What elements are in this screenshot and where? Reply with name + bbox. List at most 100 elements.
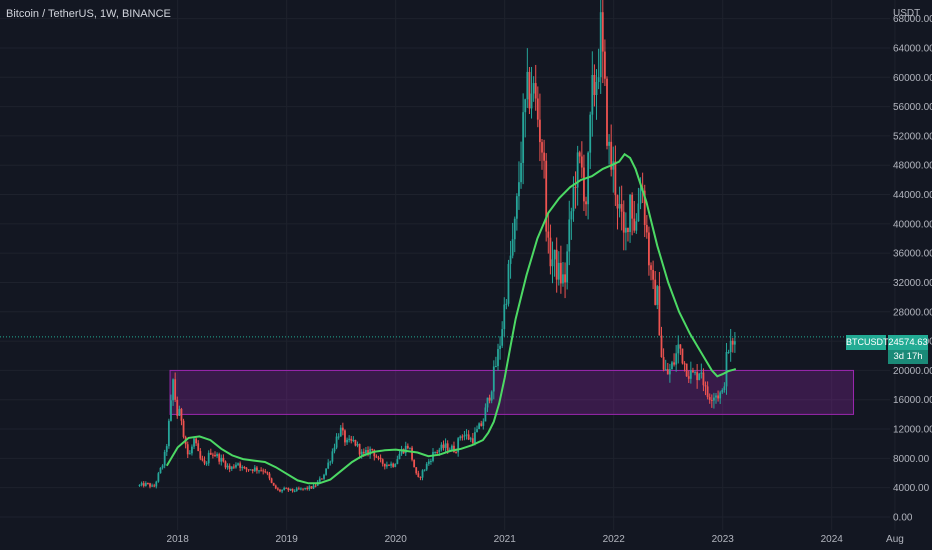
candle-body[interactable] xyxy=(599,12,602,78)
candle-body[interactable] xyxy=(603,51,606,79)
candle-body[interactable] xyxy=(461,436,464,438)
candle-body[interactable] xyxy=(499,345,501,350)
candle-body[interactable] xyxy=(522,112,525,163)
candle-body[interactable] xyxy=(585,201,587,205)
candle-body[interactable] xyxy=(490,391,493,401)
candle-body[interactable] xyxy=(474,432,476,444)
candle-body[interactable] xyxy=(144,482,147,486)
candle-body[interactable] xyxy=(476,429,478,433)
candle-body[interactable] xyxy=(369,448,372,455)
candle-body[interactable] xyxy=(658,286,661,336)
candle-body[interactable] xyxy=(419,476,422,478)
candle-body[interactable] xyxy=(660,335,663,358)
candle-body[interactable] xyxy=(616,195,619,209)
candle-body[interactable] xyxy=(346,439,348,443)
candle-body[interactable] xyxy=(637,203,640,222)
candle-body[interactable] xyxy=(138,484,141,486)
candle-body[interactable] xyxy=(505,303,508,305)
candle-body[interactable] xyxy=(662,357,665,370)
candle-body[interactable] xyxy=(385,464,388,467)
candle-body[interactable] xyxy=(727,352,730,354)
candle-body[interactable] xyxy=(484,407,487,422)
candle-body[interactable] xyxy=(371,448,374,451)
candle-body[interactable] xyxy=(262,470,265,472)
candle-body[interactable] xyxy=(297,488,300,490)
candle-body[interactable] xyxy=(329,461,332,463)
candle-body[interactable] xyxy=(583,167,585,202)
candle-body[interactable] xyxy=(318,478,321,482)
candle-body[interactable] xyxy=(541,142,543,153)
candle-body[interactable] xyxy=(170,400,172,421)
candle-body[interactable] xyxy=(453,445,455,453)
candle-body[interactable] xyxy=(717,395,719,399)
candle-body[interactable] xyxy=(312,485,315,489)
candle-body[interactable] xyxy=(276,488,279,490)
candle-body[interactable] xyxy=(614,161,617,196)
candle-body[interactable] xyxy=(411,447,413,460)
candle-body[interactable] xyxy=(610,141,613,170)
candle-body[interactable] xyxy=(666,369,669,375)
candle-body[interactable] xyxy=(648,232,650,266)
candle-body[interactable] xyxy=(163,451,166,466)
candle-body[interactable] xyxy=(216,454,218,457)
candle-body[interactable] xyxy=(572,186,575,212)
moving-average-line[interactable] xyxy=(165,152,737,485)
candle-body[interactable] xyxy=(635,221,638,231)
candle-body[interactable] xyxy=(698,373,701,381)
candle-body[interactable] xyxy=(450,445,453,450)
candle-body[interactable] xyxy=(430,460,432,462)
candle-body[interactable] xyxy=(266,472,269,474)
candle-body[interactable] xyxy=(532,83,535,94)
candle-body[interactable] xyxy=(501,329,504,346)
candle-body[interactable] xyxy=(331,451,334,462)
candle-body[interactable] xyxy=(256,467,258,471)
candle-body[interactable] xyxy=(677,344,680,354)
candle-body[interactable] xyxy=(241,467,244,469)
candle-body[interactable] xyxy=(511,239,514,256)
candle-body[interactable] xyxy=(251,469,254,471)
candle-body[interactable] xyxy=(335,436,338,448)
candle-body[interactable] xyxy=(193,438,195,447)
candle-body[interactable] xyxy=(381,459,384,464)
candle-body[interactable] xyxy=(629,194,631,233)
candle-body[interactable] xyxy=(486,397,489,408)
candle-body[interactable] xyxy=(568,219,571,252)
candle-body[interactable] xyxy=(465,434,468,436)
candle-body[interactable] xyxy=(681,348,684,364)
candle-body[interactable] xyxy=(199,451,202,459)
candle-body[interactable] xyxy=(687,376,690,379)
candle-body[interactable] xyxy=(207,452,210,464)
candle-body[interactable] xyxy=(549,237,552,267)
candle-body[interactable] xyxy=(157,473,160,482)
candle-body[interactable] xyxy=(545,160,548,232)
candle-body[interactable] xyxy=(295,488,298,491)
candle-body[interactable] xyxy=(729,340,732,353)
candle-body[interactable] xyxy=(344,430,346,443)
candle-body[interactable] xyxy=(140,483,143,485)
candle-body[interactable] xyxy=(423,469,426,471)
candle-body[interactable] xyxy=(235,464,237,468)
candle-body[interactable] xyxy=(606,78,608,146)
candle-body[interactable] xyxy=(400,449,403,455)
candle-body[interactable] xyxy=(245,467,248,470)
candle-body[interactable] xyxy=(211,454,214,456)
candle-body[interactable] xyxy=(559,262,562,284)
candle-body[interactable] xyxy=(440,444,443,450)
candle-body[interactable] xyxy=(375,456,378,458)
candle-body[interactable] xyxy=(597,77,600,83)
candle-body[interactable] xyxy=(209,452,212,455)
candle-body[interactable] xyxy=(201,458,204,461)
candle-body[interactable] xyxy=(564,274,566,283)
candle-body[interactable] xyxy=(685,363,688,377)
candle-body[interactable] xyxy=(314,485,317,487)
candle-body[interactable] xyxy=(352,439,355,441)
candle-body[interactable] xyxy=(689,370,692,379)
candle-body[interactable] xyxy=(656,286,659,305)
candle-body[interactable] xyxy=(249,469,252,471)
candle-body[interactable] xyxy=(442,444,445,448)
candle-body[interactable] xyxy=(668,369,671,375)
candle-body[interactable] xyxy=(188,453,191,455)
candle-body[interactable] xyxy=(683,363,686,365)
candle-body[interactable] xyxy=(434,451,437,453)
